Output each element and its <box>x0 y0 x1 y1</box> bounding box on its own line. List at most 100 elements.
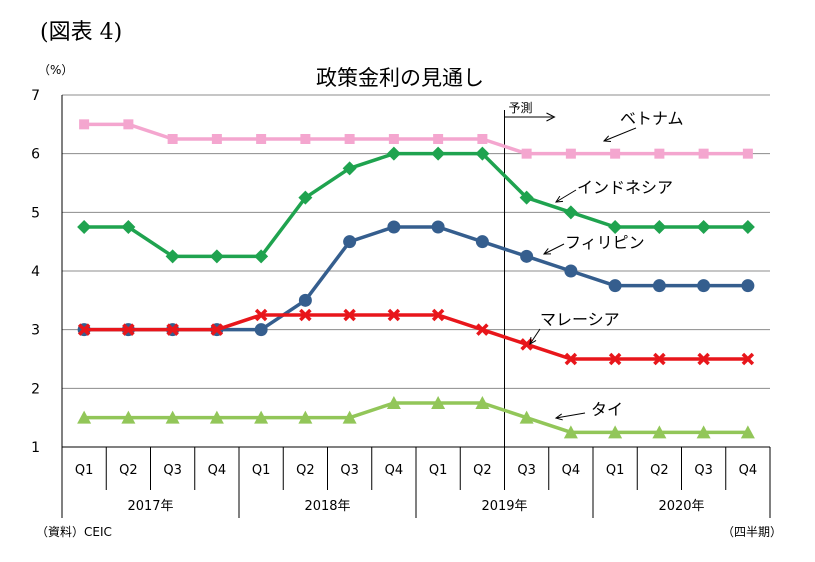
series-label: マレーシア <box>540 310 620 329</box>
data-point <box>166 323 179 336</box>
forecast-arrow-head <box>546 112 556 122</box>
data-point <box>653 352 666 366</box>
series-label: ベトナム <box>620 109 684 128</box>
series-line <box>84 122 748 156</box>
data-point <box>210 323 224 336</box>
data-point <box>740 425 755 439</box>
x-tick-label: Q1 <box>75 463 94 478</box>
data-point <box>386 146 401 161</box>
data-point <box>521 148 532 159</box>
data-point <box>77 220 92 234</box>
forecast-marker: 予測 <box>504 101 556 447</box>
data-point <box>342 161 357 176</box>
x-tick-label: Q4 <box>562 463 581 478</box>
x-tick-label: Q2 <box>473 463 492 478</box>
y-tick-label: 5 <box>31 205 40 221</box>
data-point <box>477 134 488 144</box>
leader-arrowhead <box>554 413 563 421</box>
data-point <box>387 308 401 322</box>
data-point <box>519 190 534 205</box>
x-tick-label: Q3 <box>340 463 359 478</box>
year-label: 2018年 <box>304 499 350 514</box>
data-point <box>121 410 136 424</box>
series-line <box>84 401 748 435</box>
y-tick-label: 1 <box>31 440 40 456</box>
data-point <box>298 190 313 205</box>
data-point <box>565 148 576 159</box>
data-point <box>300 134 311 144</box>
data-point <box>608 220 623 234</box>
data-point <box>476 323 489 336</box>
data-point <box>165 410 180 424</box>
x-tick-label: Q1 <box>606 463 625 478</box>
y-axis-unit: （%） <box>38 63 73 77</box>
leader-line <box>555 412 586 419</box>
year-label: 2019年 <box>481 499 527 514</box>
data-point <box>697 352 710 366</box>
x-tick-label: Q3 <box>517 463 536 478</box>
data-point <box>387 220 401 234</box>
leader-line <box>529 328 541 345</box>
data-point <box>431 146 446 161</box>
data-point <box>254 308 268 322</box>
x-tick-label: Q2 <box>119 463 138 478</box>
series-label: フィリピン <box>565 233 645 252</box>
leader-line <box>555 189 577 203</box>
data-point <box>564 264 578 278</box>
series-diamond <box>77 146 755 264</box>
data-point <box>431 396 446 409</box>
leader-arrowhead <box>542 248 552 255</box>
x-tick-label: Q1 <box>429 463 448 478</box>
data-point <box>741 279 755 293</box>
data-point <box>431 220 445 234</box>
x-tick-label: Q2 <box>296 463 315 478</box>
data-point <box>254 410 269 424</box>
y-tick-label: 2 <box>31 381 40 397</box>
series-layer <box>77 119 755 439</box>
series-label: タイ <box>591 400 623 419</box>
data-point <box>77 410 92 424</box>
data-point <box>122 323 135 336</box>
data-point <box>254 249 269 264</box>
data-point <box>475 396 490 409</box>
series-square <box>79 119 753 159</box>
data-point <box>342 410 357 424</box>
data-point <box>563 425 578 439</box>
data-point <box>652 425 667 439</box>
data-point <box>77 323 91 336</box>
data-point <box>211 134 222 144</box>
data-point <box>431 308 445 322</box>
data-point <box>254 323 268 337</box>
series-label: インドネシア <box>577 178 673 197</box>
x-tick-label: Q3 <box>163 463 182 478</box>
x-tick-label: Q2 <box>650 463 669 478</box>
x-tick-label: Q4 <box>208 463 227 478</box>
data-point <box>388 134 399 144</box>
data-point <box>475 235 489 249</box>
figure-label: (図表 4) <box>40 20 123 45</box>
data-point <box>610 148 621 159</box>
data-point <box>298 410 313 424</box>
period-note: （四半期） <box>722 525 782 539</box>
chart-title: 政策金利の見通し <box>316 66 484 90</box>
data-point <box>167 134 178 144</box>
y-tick-label: 6 <box>31 147 40 163</box>
leader-arrowhead <box>555 195 564 203</box>
data-point <box>123 119 134 130</box>
series-line <box>84 151 748 259</box>
leader-arrowhead <box>529 336 537 345</box>
series-triangle <box>77 396 755 439</box>
data-point <box>344 134 355 144</box>
data-point <box>256 134 267 144</box>
year-label: 2017年 <box>127 499 173 514</box>
data-point <box>741 352 755 366</box>
source-note: （資料）CEIC <box>36 525 112 539</box>
data-point <box>652 279 666 293</box>
data-point <box>608 279 622 293</box>
data-point <box>608 425 623 439</box>
data-point <box>740 220 755 234</box>
y-tick-label: 4 <box>31 264 40 280</box>
forecast-label: 予測 <box>509 101 533 115</box>
data-point <box>165 249 180 264</box>
data-point <box>654 148 665 159</box>
